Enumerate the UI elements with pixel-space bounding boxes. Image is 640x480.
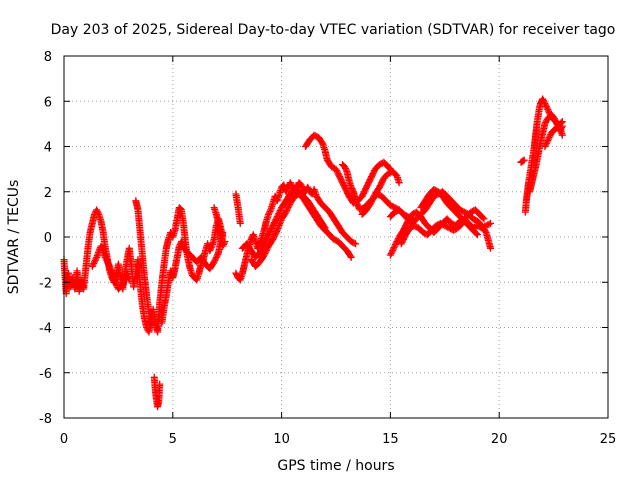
data-points xyxy=(247,190,355,270)
data-points xyxy=(541,118,566,150)
data-points xyxy=(210,204,229,250)
y-tick-labels: -8 -6 -4 -2 0 2 4 6 8 xyxy=(39,50,52,427)
data-segment xyxy=(150,373,164,411)
data-segment xyxy=(521,95,566,216)
x-axis-label: GPS time / hours xyxy=(277,458,394,474)
grid xyxy=(64,56,608,418)
x-tick-label: 0 xyxy=(60,432,68,447)
chart-title: Day 203 of 2025, Sidereal Day-to-day VTE… xyxy=(51,22,616,38)
data-segment xyxy=(417,186,481,239)
data-points xyxy=(397,206,488,248)
data-points xyxy=(386,188,494,252)
data-points xyxy=(521,95,566,216)
data-segment xyxy=(541,118,566,150)
y-tick-label: 6 xyxy=(44,95,52,110)
x-tick-labels: 0 5 10 15 20 25 xyxy=(60,432,616,447)
data-segment xyxy=(232,190,244,227)
y-tick-label: -8 xyxy=(39,412,52,427)
data-segment xyxy=(517,156,528,166)
y-tick-label: 8 xyxy=(44,50,52,65)
data-segment xyxy=(247,190,355,270)
x-tick-label: 20 xyxy=(491,432,508,447)
x-tick-label: 25 xyxy=(600,432,617,447)
data-points xyxy=(232,179,360,284)
y-tick-label: -4 xyxy=(39,322,52,337)
data-points xyxy=(150,373,164,411)
y-tick-label: -2 xyxy=(39,276,52,291)
data-segment xyxy=(358,167,403,218)
y-tick-label: 2 xyxy=(44,186,52,201)
data-points xyxy=(132,197,155,329)
data-segment xyxy=(88,242,133,293)
data-series xyxy=(60,95,566,411)
data-segment xyxy=(232,179,360,284)
data-points xyxy=(88,242,133,293)
x-tick-label: 10 xyxy=(273,432,290,447)
data-points xyxy=(302,131,394,207)
y-axis-label: SDTVAR / TECUs xyxy=(6,180,22,295)
axis-ticks xyxy=(63,55,609,419)
data-points xyxy=(158,229,227,327)
data-points xyxy=(232,190,244,227)
data-segment xyxy=(302,131,394,207)
y-tick-label: 0 xyxy=(44,231,52,246)
y-tick-label: -6 xyxy=(39,367,52,382)
data-segment xyxy=(386,188,494,252)
data-segment xyxy=(210,204,229,250)
x-tick-label: 15 xyxy=(382,432,399,447)
data-segment xyxy=(158,229,227,327)
data-points xyxy=(358,167,403,218)
data-segment xyxy=(132,197,155,329)
data-segment xyxy=(397,206,488,248)
y-tick-label: 4 xyxy=(44,141,52,156)
data-points xyxy=(417,186,481,239)
x-tick-label: 5 xyxy=(169,432,177,447)
data-points xyxy=(517,156,528,166)
